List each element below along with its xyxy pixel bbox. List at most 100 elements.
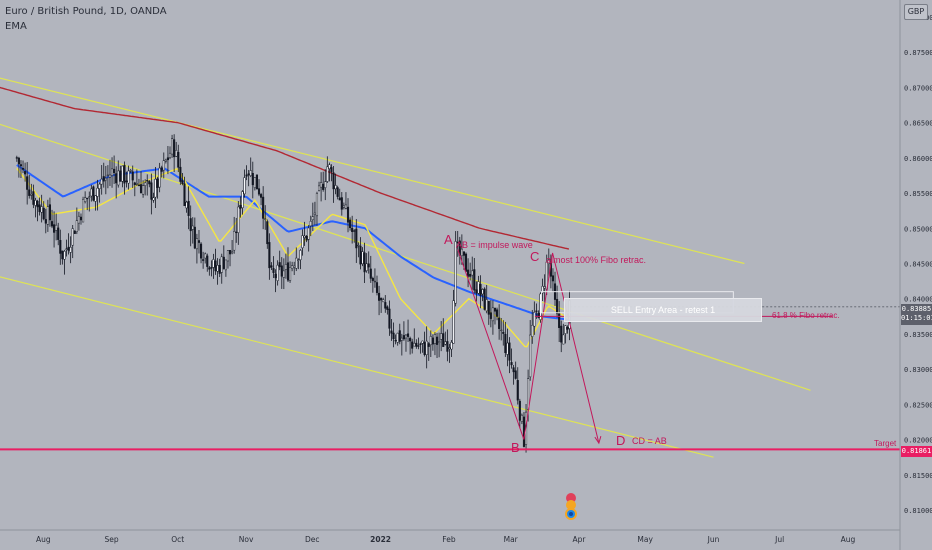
time-tick-label: May — [637, 535, 653, 544]
candle-body — [245, 174, 248, 177]
candle-body — [284, 264, 287, 270]
candle-body — [324, 181, 327, 188]
candle-body — [365, 263, 368, 271]
candle-body — [183, 183, 186, 206]
candle-body — [444, 341, 447, 345]
candle-body — [566, 326, 569, 330]
note-c[interactable]: almost 100% Fibo retrac. — [546, 255, 647, 265]
label-b[interactable]: B — [511, 440, 520, 455]
candle-body — [454, 241, 457, 304]
candle-body — [349, 219, 352, 228]
note-cd[interactable]: CD = AB — [632, 436, 667, 446]
candle-body — [152, 197, 155, 201]
time-tick-label: Oct — [171, 535, 184, 544]
candle-body — [274, 273, 277, 279]
candle-body — [218, 265, 221, 274]
label-c[interactable]: C — [530, 249, 540, 264]
candle-body — [433, 334, 437, 344]
candle-body — [133, 182, 136, 185]
candle-body — [119, 170, 122, 182]
candle-body — [270, 265, 273, 268]
time-tick-label: Mar — [504, 535, 519, 544]
candle-body — [429, 336, 432, 346]
candle-body — [282, 270, 285, 278]
candle-body — [291, 265, 294, 269]
candle-body — [220, 256, 223, 273]
ema-slow-line — [0, 86, 570, 250]
candle-body — [44, 219, 47, 224]
candle-body — [55, 224, 58, 231]
candle-body — [59, 240, 62, 254]
candle-body — [479, 284, 482, 296]
candle-body — [175, 150, 178, 157]
fibo-note[interactable]: 61.8 % Fibo retrac. — [772, 311, 840, 320]
candle-body — [522, 416, 526, 447]
candle-body — [404, 334, 408, 339]
candle-body — [344, 204, 347, 209]
candle-body — [127, 170, 130, 184]
candle-body — [396, 332, 399, 343]
candle-body — [367, 263, 370, 268]
candle-body — [369, 268, 372, 279]
candle-body — [100, 178, 103, 185]
ideas-logo-icon[interactable] — [560, 492, 582, 528]
candle-body — [139, 184, 143, 194]
time-tick-label: Jul — [774, 535, 784, 544]
candle-body — [533, 312, 536, 327]
candle-body — [276, 264, 279, 281]
arrow-head-icon — [594, 435, 602, 445]
sell-entry-zone[interactable]: SELL Entry Area - retest 1 — [564, 298, 762, 322]
candle-body — [334, 185, 337, 190]
candle-body — [469, 273, 472, 277]
currency-badge[interactable]: GBP — [904, 4, 928, 20]
candle-body — [435, 336, 439, 345]
candle-body — [332, 172, 335, 190]
candle-body — [17, 157, 20, 165]
candle-body — [46, 206, 49, 225]
symbol-title[interactable]: Euro / British Pound, 1D, OANDA — [5, 6, 167, 17]
candle-body — [371, 277, 374, 281]
candle-body — [394, 339, 397, 342]
candle-body — [189, 218, 192, 232]
candle-body — [171, 138, 174, 155]
candle-body — [342, 205, 345, 208]
target-note[interactable]: Target — [874, 439, 897, 448]
candle-body — [71, 228, 74, 246]
candle-body — [485, 299, 488, 312]
candle-body — [231, 251, 234, 254]
candle-body — [421, 340, 424, 344]
price-axis[interactable]: 0.880000.875000.870000.865000.860000.855… — [899, 0, 932, 550]
label-a[interactable]: A — [444, 232, 453, 247]
candles — [15, 134, 571, 453]
indicator-label[interactable]: EMA — [5, 21, 27, 32]
candle-body — [460, 248, 463, 257]
candle-body — [53, 224, 56, 233]
price-tick-label: 0.85500 — [904, 190, 932, 198]
label-d[interactable]: D — [616, 433, 626, 448]
candle-body — [442, 333, 445, 347]
candle-body — [48, 204, 51, 221]
candle-body — [516, 380, 519, 401]
candle-body — [212, 259, 215, 268]
time-axis[interactable]: Aug Sep Oct Nov Dec 2022 Feb Mar Apr May Jun Jul Aug — [0, 529, 900, 544]
price-tick-label: 0.87000 — [904, 84, 932, 92]
candle-body — [413, 343, 416, 347]
candle-body — [520, 414, 523, 422]
candle-body — [26, 176, 29, 190]
note-ab[interactable]: AB = impulse wave — [456, 240, 533, 250]
candle-body — [489, 312, 492, 319]
candle-body — [249, 170, 252, 176]
time-tick-label: 2022 — [370, 535, 391, 544]
candle-body — [390, 330, 393, 334]
candle-body — [431, 337, 434, 345]
candle-body — [164, 159, 167, 162]
candle-body — [315, 193, 319, 217]
candle-body — [34, 200, 37, 206]
candle-body — [195, 238, 198, 250]
candle-body — [191, 225, 194, 230]
candle-body — [251, 173, 254, 186]
candle-body — [467, 269, 470, 277]
candle-body — [392, 332, 395, 340]
candle-body — [156, 178, 159, 188]
